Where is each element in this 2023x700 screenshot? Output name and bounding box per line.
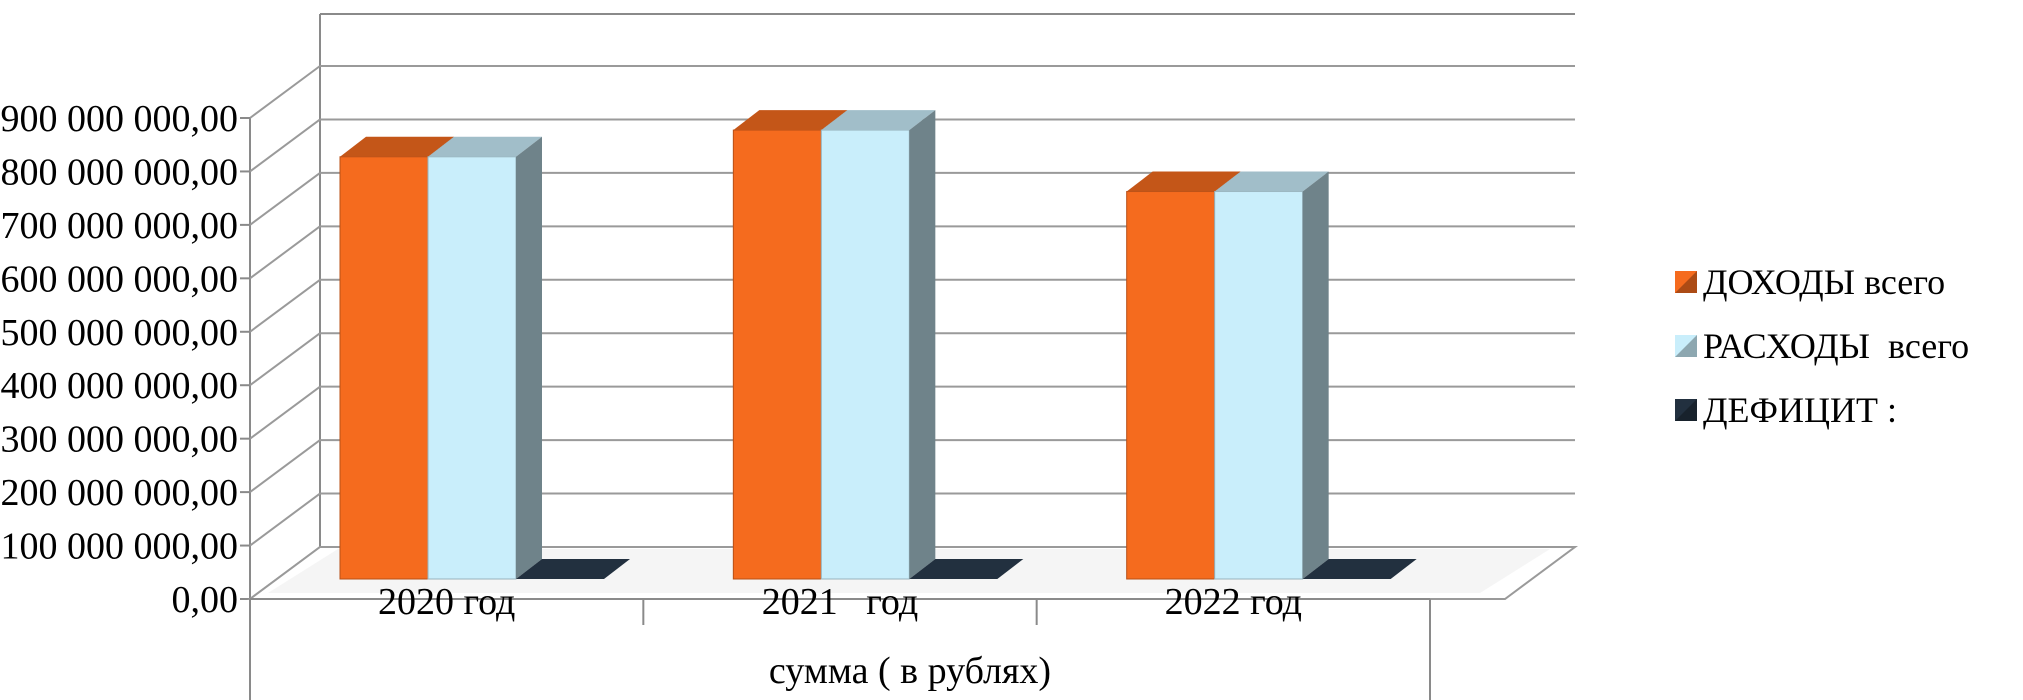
legend-label: РАСХОДЫ всего	[1703, 326, 1969, 366]
legend-swatch-shade	[1675, 335, 1697, 357]
x-tick-label: 2022 год	[1165, 581, 1302, 623]
legend-swatch-shade	[1675, 399, 1697, 421]
legend-swatch-shade	[1675, 271, 1697, 293]
legend-label: ДОХОДЫ всего	[1703, 262, 1945, 302]
bar-front	[1126, 191, 1216, 580]
x-tick-label: 2021 год	[762, 581, 918, 623]
x-axis: 2020 год 2021 год 2022 год	[249, 581, 1431, 700]
bar-top	[733, 110, 848, 131]
gridline-side	[249, 225, 321, 280]
y-tick-label: 600 000 000,00	[1, 258, 239, 300]
bar-front	[732, 129, 822, 580]
legend-item: ДОХОДЫ всего	[1675, 262, 1945, 302]
gridline-side	[249, 439, 321, 493]
gridline-side	[249, 118, 321, 173]
y-tick-label: 700 000 000,00	[1, 205, 239, 247]
x-axis-label: сумма ( в рублях)	[769, 650, 1051, 692]
y-tick-label: 400 000 000,00	[1, 365, 239, 407]
bar-flat	[516, 559, 630, 579]
bar-flat	[1302, 559, 1417, 579]
y-tick-label: 500 000 000,00	[1, 312, 239, 354]
y-tick-label: 800 000 000,00	[1, 151, 239, 193]
gridline-side	[249, 492, 321, 547]
bar-side	[909, 110, 936, 580]
bar-front	[339, 156, 429, 580]
bar-flat	[909, 559, 1024, 579]
gridline-side	[249, 278, 321, 333]
legend-item: РАСХОДЫ всего	[1675, 326, 1969, 366]
bar-top	[1214, 171, 1329, 192]
bar-side	[516, 136, 542, 580]
bar-front	[820, 129, 910, 580]
bar-front	[1214, 191, 1304, 580]
y-tick-label: 300 000 000,00	[1, 419, 239, 461]
gridline-side	[249, 332, 321, 387]
bar-top	[428, 136, 542, 157]
y-axis-ticks: 0,00 100 000 000,00 200 000 000,00 300 000 …	[1, 98, 250, 621]
x-tick-label: 2020 год	[378, 581, 515, 623]
bar-top	[340, 136, 454, 157]
legend-item: ДЕФИЦИТ :	[1675, 390, 1897, 430]
bar-top	[821, 110, 936, 131]
y-tick-label: 900 000 000,00	[1, 98, 239, 140]
bar-side	[1302, 171, 1329, 579]
legend: ДОХОДЫ всего РАСХОДЫ всего ДЕФИЦИТ :	[1675, 262, 1969, 430]
bars	[339, 110, 1417, 580]
y-tick-label: 0,00	[172, 579, 239, 621]
gridline-side	[249, 172, 321, 226]
legend-label: ДЕФИЦИТ :	[1703, 390, 1897, 430]
gridline-side	[249, 65, 321, 119]
gridline-side	[249, 385, 321, 440]
bar-top	[1126, 171, 1241, 192]
y-tick-label: 200 000 000,00	[1, 472, 239, 514]
y-tick-label: 100 000 000,00	[1, 526, 239, 568]
bar-front	[427, 156, 517, 580]
